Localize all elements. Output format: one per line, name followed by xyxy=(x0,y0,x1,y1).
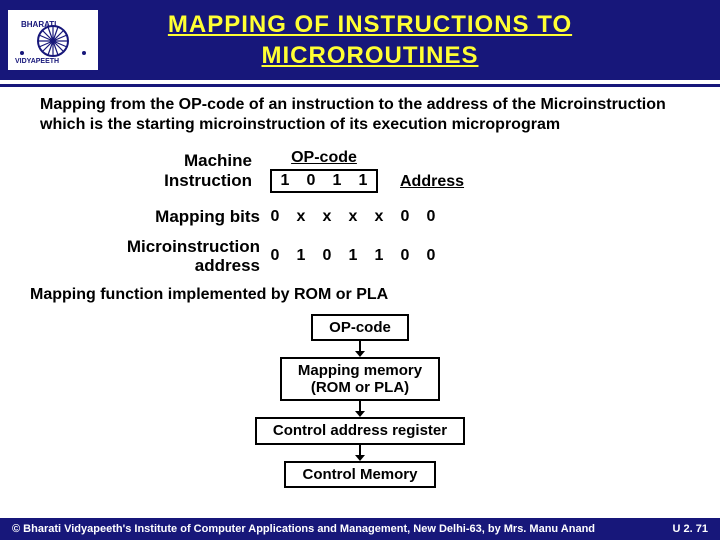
arrow-down-icon xyxy=(353,445,367,461)
slide-title: MAPPING OF INSTRUCTIONS TO MICROROUTINES xyxy=(110,9,720,71)
label-mapping-bits: Mapping bits xyxy=(40,207,270,227)
summary-text: Mapping function implemented by ROM or P… xyxy=(30,286,680,304)
footer: © Bharati Vidyapeeth's Institute of Comp… xyxy=(0,518,720,540)
map-bit: x xyxy=(288,208,314,226)
label-opcode: OP-code xyxy=(291,149,357,167)
opcode-bit: 1 xyxy=(272,171,298,191)
label-address: Address xyxy=(400,173,464,191)
row-mapping-bits: Mapping bits 0 x x x x 0 0 xyxy=(40,207,680,227)
map-bit: x xyxy=(366,208,392,226)
label-machine-instruction: MachineInstruction xyxy=(40,151,270,190)
flow-box-car: Control address register xyxy=(255,417,465,444)
map-bit: 0 xyxy=(262,208,288,226)
footer-page: U 2. 71 xyxy=(673,523,708,535)
micro-bit: 1 xyxy=(288,247,314,265)
opcode-bit: 1 xyxy=(324,171,350,191)
flow-box-mapping-memory: Mapping memory(ROM or PLA) xyxy=(280,357,440,402)
logo-bottom-text: VIDYAPEETH xyxy=(15,58,59,65)
micro-bit: 0 xyxy=(418,247,444,265)
body: Mapping from the OP-code of an instructi… xyxy=(0,87,720,488)
row-micro-address: Microinstructionaddress 0 1 0 1 1 0 0 xyxy=(40,237,680,276)
micro-bit: 0 xyxy=(314,247,340,265)
micro-bit: 0 xyxy=(392,247,418,265)
arrow-down-icon xyxy=(353,401,367,417)
flow-box-opcode: OP-code xyxy=(311,314,409,341)
arrow-down-icon xyxy=(353,341,367,357)
map-bit: x xyxy=(314,208,340,226)
mapping-bits-row: 0 x x x x 0 0 xyxy=(262,208,444,226)
label-micro-address: Microinstructionaddress xyxy=(40,237,270,276)
micro-bit: 1 xyxy=(366,247,392,265)
footer-copyright: © Bharati Vidyapeeth's Institute of Comp… xyxy=(12,523,595,535)
micro-bit: 1 xyxy=(340,247,366,265)
micro-address-row: 0 1 0 1 1 0 0 xyxy=(262,247,444,265)
map-bit: 0 xyxy=(392,208,418,226)
opcode-bit: 1 xyxy=(350,171,376,191)
opcode-wrap: OP-code 1 0 1 1 Address xyxy=(270,149,464,193)
logo-top-text: BHARATI xyxy=(21,20,56,29)
flow-diagram: OP-code Mapping memory(ROM or PLA) Contr… xyxy=(40,314,680,488)
slide: BHARATI VIDYAPEETH MAPPING OF INSTRUCTIO… xyxy=(0,0,720,540)
intro-text: Mapping from the OP-code of an instructi… xyxy=(40,95,680,135)
row-machine-instruction: MachineInstruction OP-code 1 0 1 1 Addre… xyxy=(40,149,680,193)
map-bit: 0 xyxy=(418,208,444,226)
map-bit: x xyxy=(340,208,366,226)
title-bar: BHARATI VIDYAPEETH MAPPING OF INSTRUCTIO… xyxy=(0,0,720,80)
logo: BHARATI VIDYAPEETH xyxy=(8,10,98,70)
opcode-box: 1 0 1 1 xyxy=(270,169,378,193)
micro-bit: 0 xyxy=(262,247,288,265)
opcode-bit: 0 xyxy=(298,171,324,191)
flow-box-control-memory: Control Memory xyxy=(284,461,435,488)
